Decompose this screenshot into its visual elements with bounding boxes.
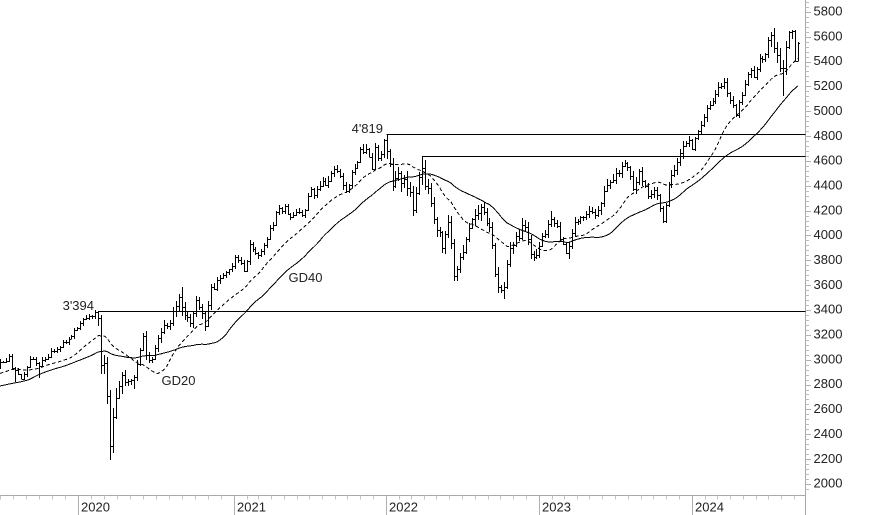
svg-text:2021: 2021 — [237, 500, 266, 515]
svg-text:2020: 2020 — [81, 500, 110, 515]
svg-text:5000: 5000 — [814, 103, 843, 118]
svg-text:2022: 2022 — [389, 500, 418, 515]
svg-text:2023: 2023 — [542, 500, 571, 515]
svg-text:4600: 4600 — [814, 153, 843, 168]
svg-text:GD40: GD40 — [289, 270, 323, 285]
svg-text:4000: 4000 — [814, 227, 843, 242]
svg-text:2600: 2600 — [814, 401, 843, 416]
svg-text:5400: 5400 — [814, 53, 843, 68]
svg-text:3000: 3000 — [814, 351, 843, 366]
svg-text:5600: 5600 — [814, 28, 843, 43]
svg-text:3200: 3200 — [814, 327, 843, 342]
svg-text:4200: 4200 — [814, 202, 843, 217]
svg-text:2024: 2024 — [695, 500, 724, 515]
svg-text:GD20: GD20 — [162, 373, 196, 388]
svg-text:5800: 5800 — [814, 4, 843, 19]
svg-text:5200: 5200 — [814, 78, 843, 93]
svg-text:3800: 3800 — [814, 252, 843, 267]
svg-text:2400: 2400 — [814, 426, 843, 441]
svg-text:3600: 3600 — [814, 277, 843, 292]
svg-text:3400: 3400 — [814, 302, 843, 317]
svg-text:4'819: 4'819 — [352, 121, 383, 136]
svg-text:3'394: 3'394 — [63, 298, 94, 313]
svg-text:4800: 4800 — [814, 128, 843, 143]
svg-text:4400: 4400 — [814, 177, 843, 192]
svg-text:2000: 2000 — [814, 476, 843, 491]
svg-text:2800: 2800 — [814, 376, 843, 391]
svg-text:2200: 2200 — [814, 451, 843, 466]
